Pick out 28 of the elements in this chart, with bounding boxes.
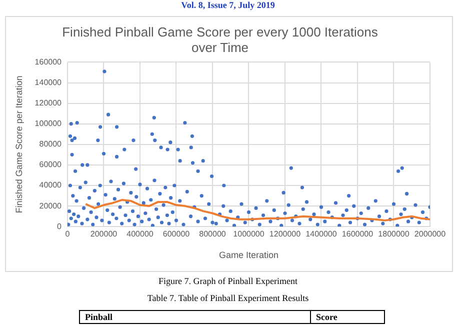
x-tick-label: 1800000 xyxy=(378,230,410,239)
caption: Table 7. Table of Pinball Experiment Results xyxy=(146,293,310,303)
y-tick-label: 80000 xyxy=(39,140,62,149)
x-tick-label: 1200000 xyxy=(269,230,302,239)
y-tick-label: 120000 xyxy=(34,98,62,108)
x-tick-label: 400000 xyxy=(126,230,154,239)
y-tick-label: 160000 xyxy=(34,57,62,66)
y-axis-title: Finished Game Score per Iteration xyxy=(14,76,24,214)
text: Score xyxy=(310,310,384,324)
x-tick-label: 1000000 xyxy=(233,230,265,239)
x-tick-label: 1400000 xyxy=(306,230,338,239)
x-tick-label: 600000 xyxy=(162,230,190,239)
x-tick-label: 1600000 xyxy=(342,230,374,239)
chart-title: Finished Pinball Game Score per every 1000 Iterations over Time xyxy=(62,24,378,55)
x-tick-label: 0 xyxy=(65,230,70,239)
x-tick-label: 800000 xyxy=(199,230,226,239)
y-tick-label: 100000 xyxy=(34,119,62,128)
x-tick-label: 2000000 xyxy=(414,230,446,239)
x-tick-label: 200000 xyxy=(90,230,118,239)
y-tick-label: 20000 xyxy=(39,201,62,210)
text: Pinball xyxy=(80,310,310,324)
y-tick-label: 60000 xyxy=(39,160,62,170)
x-axis-title: Game Iteration xyxy=(218,250,279,260)
text: Vol. 8, Issue 7, July 2019 xyxy=(180,0,276,10)
y-tick-label: 0 xyxy=(57,222,62,231)
y-tick-label: 40000 xyxy=(39,180,62,190)
caption: Figure 7. Graph of Pinball Experiment xyxy=(158,276,298,286)
y-tick-label: 140000 xyxy=(34,78,62,87)
